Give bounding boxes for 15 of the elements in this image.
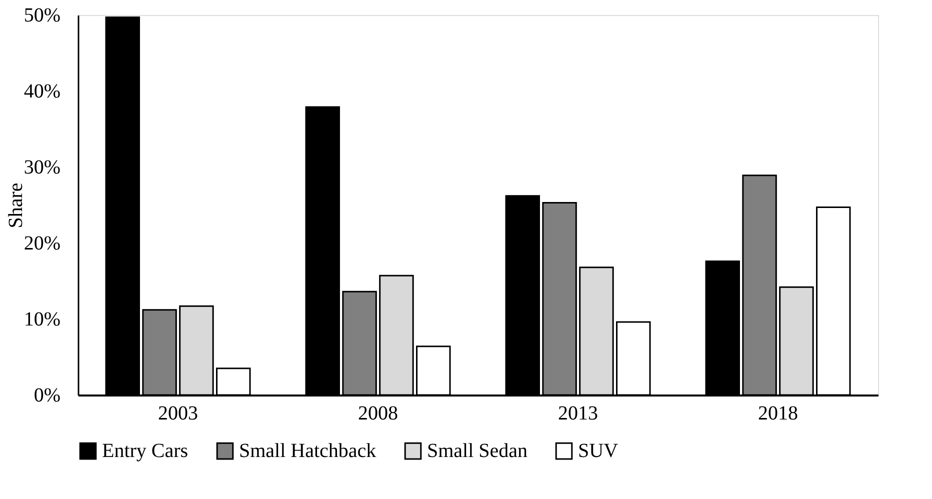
y-tick-label: 20% [24,232,60,254]
y-tick-label: 0% [34,384,60,406]
x-tick-label: 2013 [558,402,598,424]
legend-label: Small Hatchback [239,440,376,462]
y-tick-label: 10% [24,308,60,330]
y-tick-label: 50% [24,4,60,26]
y-tick-label: 40% [24,80,60,102]
x-tick-label: 2008 [358,402,398,424]
legend-label: Small Sedan [427,440,528,462]
x-tick-label: 2003 [158,402,198,424]
x-tick-label: 2018 [758,402,798,424]
y-tick-label: 30% [24,156,60,178]
y-axis-title: Share [4,182,27,228]
legend-label: Entry Cars [102,440,188,462]
legend-label: SUV [578,440,619,462]
